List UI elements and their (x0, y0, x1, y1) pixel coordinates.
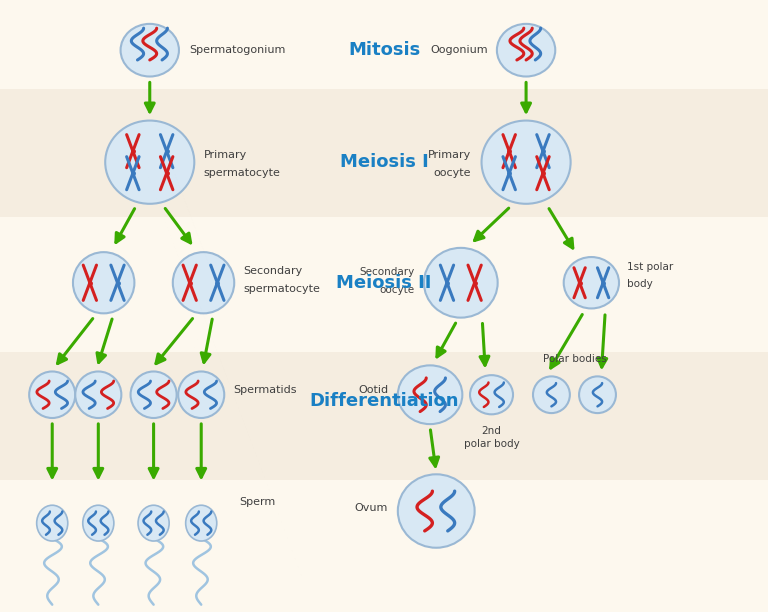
Text: spermatocyte: spermatocyte (243, 284, 320, 294)
Text: Meiosis I: Meiosis I (339, 153, 429, 171)
Ellipse shape (121, 24, 179, 76)
Ellipse shape (178, 371, 224, 418)
Ellipse shape (564, 257, 619, 308)
Ellipse shape (105, 121, 194, 204)
Ellipse shape (497, 24, 555, 76)
Text: Differentiation: Differentiation (310, 392, 458, 410)
Ellipse shape (173, 252, 234, 313)
Text: Spermatogonium: Spermatogonium (190, 45, 286, 55)
Ellipse shape (131, 371, 177, 418)
Bar (0, 217, 768, 352)
Text: oocyte: oocyte (379, 285, 415, 295)
Text: Secondary: Secondary (359, 267, 415, 277)
Bar (0, 89, 768, 217)
Ellipse shape (29, 371, 75, 418)
Text: Sperm: Sperm (240, 497, 276, 507)
Ellipse shape (470, 375, 513, 414)
Text: Meiosis II: Meiosis II (336, 274, 432, 292)
Ellipse shape (482, 121, 571, 204)
Ellipse shape (579, 376, 616, 413)
Text: Polar bodies: Polar bodies (542, 354, 607, 364)
Ellipse shape (398, 365, 462, 424)
Ellipse shape (186, 506, 217, 541)
Ellipse shape (138, 506, 169, 541)
Bar (0, 480, 768, 612)
Bar (0, 0, 768, 89)
Text: spermatocyte: spermatocyte (204, 168, 280, 178)
Ellipse shape (398, 474, 475, 548)
Text: Oogonium: Oogonium (430, 45, 488, 55)
Text: polar body: polar body (464, 439, 519, 449)
Text: 1st polar: 1st polar (627, 263, 673, 272)
Text: Ootid: Ootid (359, 385, 389, 395)
Text: Spermatids: Spermatids (233, 385, 297, 395)
Ellipse shape (37, 506, 68, 541)
Ellipse shape (424, 248, 498, 318)
Text: Ovum: Ovum (355, 503, 388, 513)
Ellipse shape (73, 252, 134, 313)
Text: Primary: Primary (428, 150, 471, 160)
Text: body: body (627, 279, 653, 289)
Text: Mitosis: Mitosis (348, 41, 420, 59)
Text: 2nd: 2nd (482, 427, 502, 436)
Ellipse shape (533, 376, 570, 413)
Ellipse shape (75, 371, 121, 418)
Bar (0, 352, 768, 480)
Text: oocyte: oocyte (433, 168, 471, 178)
Ellipse shape (83, 506, 114, 541)
Text: Secondary: Secondary (243, 266, 303, 275)
Text: Primary: Primary (204, 150, 247, 160)
